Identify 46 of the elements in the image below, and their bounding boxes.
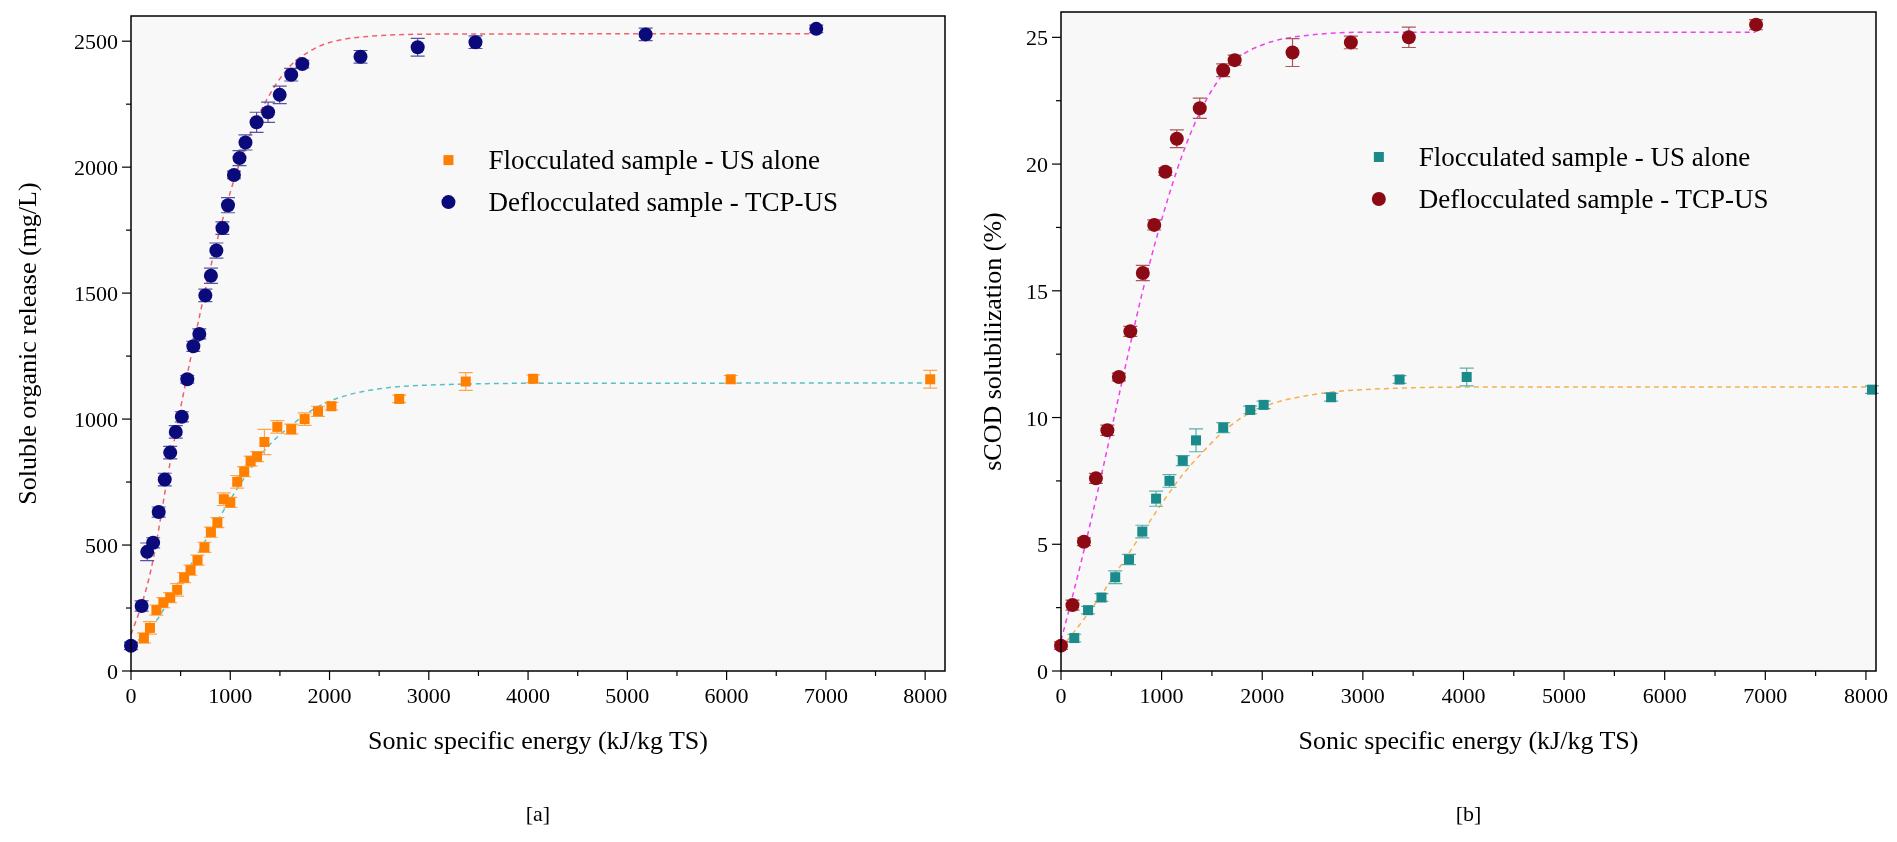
x-tick-label: 6000: [704, 683, 749, 708]
x-tick-label: 1000: [208, 683, 253, 708]
legend-label: Deflocculated sample - TCP-US: [1418, 183, 1769, 214]
x-tick-label: 0: [125, 683, 137, 708]
x-tick-label: 0: [1055, 683, 1067, 708]
point: [249, 115, 264, 130]
x-tick-label: 3000: [1340, 683, 1385, 708]
x-tick-label: 8000: [903, 683, 948, 708]
x-tick-label: 2000: [1240, 683, 1285, 708]
y-tick-label: 20: [1026, 152, 1048, 178]
y-axis-title: Soluble organic release (mg/L): [13, 182, 42, 505]
x-tick-label: 8000: [1843, 683, 1888, 708]
y-tick-label: 1500: [74, 281, 118, 307]
point: [1192, 101, 1207, 116]
x-axis-title: Sonic specific energy (kJ/kg TS): [1298, 726, 1639, 755]
x-tick-label: 6000: [1642, 683, 1687, 708]
point: [1285, 45, 1300, 60]
text: [b]: [1455, 801, 1482, 826]
x-tick-label: 5000: [605, 683, 650, 708]
y-tick-label: 0: [107, 659, 118, 684]
x-tick-label: 4000: [506, 683, 551, 708]
x-axis-title: Sonic specific energy (kJ/kg TS): [368, 726, 708, 755]
y-tick-label: 5: [1037, 532, 1048, 558]
x-tick-label: 5000: [1542, 683, 1587, 708]
text: [a]: [525, 801, 551, 826]
y-tick-label: 2500: [74, 29, 118, 55]
legend-label: Flocculated sample - US alone: [488, 145, 820, 176]
x-tick-label: 3000: [406, 683, 451, 708]
x-tick-label: 4000: [1441, 683, 1486, 708]
legend-label: Flocculated sample - US alone: [1418, 141, 1751, 172]
x-tick-label: 7000: [1743, 683, 1788, 708]
y-tick-label: 25: [1026, 25, 1048, 51]
x-tick-label: 7000: [803, 683, 848, 708]
legend-label: Deflocculated sample - TCP-US: [488, 187, 839, 218]
y-axis-title: sCOD solubilization (%): [978, 212, 1007, 471]
y-tick-label: 500: [85, 533, 118, 559]
y-tick-label: 10: [1026, 405, 1048, 431]
point: [1401, 30, 1416, 45]
y-tick-label: 1000: [74, 407, 118, 433]
y-tick-label: 0: [1037, 659, 1048, 684]
point: [1191, 435, 1202, 446]
y-tick-label: 15: [1026, 278, 1048, 304]
x-tick-label: 2000: [307, 683, 352, 708]
point: [261, 105, 276, 120]
y-tick-label: 2000: [74, 155, 118, 181]
x-tick-label: 1000: [1139, 683, 1184, 708]
